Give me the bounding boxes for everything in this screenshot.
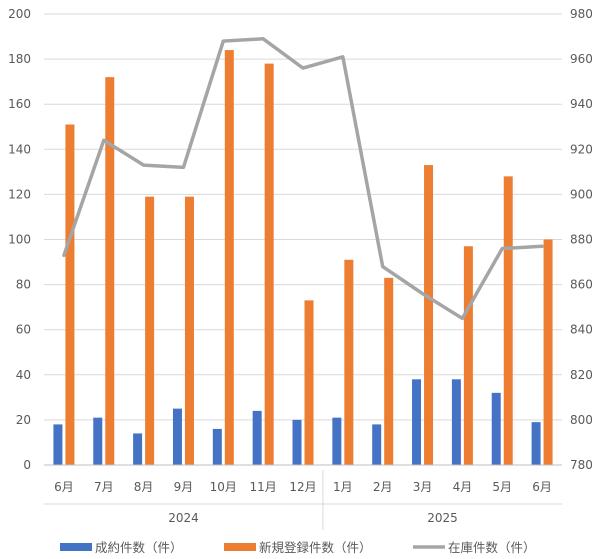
left-axis-tick-label: 140 — [8, 142, 31, 156]
left-axis-tick-label: 180 — [8, 52, 31, 66]
x-axis-tick-label: 6月 — [532, 480, 552, 494]
bar-new-listings-7 — [344, 259, 354, 465]
x-axis-tick-label: 4月 — [453, 480, 473, 494]
left-axis-tick-label: 20 — [16, 413, 31, 427]
point-inventory-5 — [262, 38, 264, 40]
point-inventory-2 — [143, 164, 145, 166]
legend-label-1: 新規登録件数（件） — [259, 540, 372, 555]
bar-series — [53, 50, 553, 466]
bar-new-listings-3 — [184, 196, 194, 465]
bar-new-listings-4 — [224, 50, 234, 466]
point-inventory-1 — [103, 139, 105, 141]
x-axis-tick-label: 11月 — [250, 480, 277, 494]
point-inventory-11 — [501, 248, 503, 250]
legend-swatch-1 — [224, 543, 256, 551]
point-inventory-0 — [63, 254, 65, 256]
x-axis-tick-label: 2月 — [373, 480, 393, 494]
right-axis-tick-label: 800 — [570, 413, 593, 427]
x-axis-tick-label: 12月 — [289, 480, 316, 494]
point-inventory-10 — [461, 317, 463, 319]
legend-label-0: 成約件数（件） — [95, 540, 183, 555]
point-inventory-7 — [342, 56, 344, 58]
x-axis-tick-label: 9月 — [174, 480, 194, 494]
x-axis-tick-label: 10月 — [210, 480, 237, 494]
left-axis-tick-label: 100 — [8, 233, 31, 247]
right-axis-tick-label: 960 — [570, 52, 593, 66]
bar-new-listings-2 — [145, 196, 155, 465]
bar-new-listings-8 — [384, 277, 394, 465]
bar-contracts-5 — [252, 410, 262, 465]
right-axis-tick-label: 900 — [570, 187, 593, 201]
x-axis-tick-label: 3月 — [413, 480, 433, 494]
gridlines — [44, 13, 562, 466]
right-axis-tick-label: 980 — [570, 7, 593, 21]
point-inventory-8 — [382, 266, 384, 268]
point-inventory-3 — [182, 166, 184, 168]
legend-swatch-0 — [60, 543, 92, 551]
x-axis-tick-label: 6月 — [54, 480, 74, 494]
bar-contracts-10 — [451, 379, 461, 465]
bar-new-listings-11 — [503, 176, 513, 466]
x-axis-tick-label: 5月 — [492, 480, 512, 494]
bar-contracts-12 — [531, 422, 541, 465]
point-inventory-6 — [302, 67, 304, 69]
right-axis-tick-label: 940 — [570, 97, 593, 111]
bar-new-listings-0 — [65, 124, 75, 466]
line-series — [62, 37, 544, 321]
bar-new-listings-1 — [105, 77, 115, 465]
bar-contracts-0 — [53, 424, 63, 465]
bar-contracts-1 — [93, 417, 103, 465]
axes: 0 780 20 800 40 820 60 840 80 860 100 880 120 900 140 9… — [8, 7, 593, 530]
bar-contracts-9 — [412, 379, 422, 465]
bar-contracts-8 — [372, 424, 382, 465]
bar-contracts-3 — [172, 408, 182, 465]
bar-contracts-4 — [212, 428, 222, 465]
right-axis-tick-label: 880 — [570, 233, 593, 247]
bar-new-listings-12 — [543, 239, 553, 465]
right-axis-tick-label: 820 — [570, 368, 593, 382]
year-group-label: 2025 — [427, 511, 458, 525]
x-axis-tick-label: 8月 — [134, 480, 154, 494]
right-axis-tick-label: 860 — [570, 278, 593, 292]
point-inventory-12 — [541, 245, 543, 247]
bar-new-listings-9 — [424, 165, 434, 465]
legend-label-2: 在庫件数（件） — [448, 540, 536, 555]
x-axis-tick-label: 1月 — [333, 480, 353, 494]
point-inventory-9 — [422, 293, 424, 295]
left-axis-tick-label: 160 — [8, 97, 31, 111]
bar-contracts-6 — [292, 419, 302, 465]
left-axis-tick-label: 120 — [8, 187, 31, 201]
legend: 成約件数（件） 新規登録件数（件） 在庫件数（件） — [60, 540, 536, 555]
left-axis-tick-label: 80 — [16, 278, 31, 292]
left-axis-tick-label: 40 — [16, 368, 31, 382]
bar-new-listings-6 — [304, 300, 314, 465]
right-axis-tick-label: 920 — [570, 142, 593, 156]
bar-contracts-11 — [491, 392, 501, 465]
left-axis-tick-label: 200 — [8, 7, 31, 21]
point-inventory-4 — [222, 40, 224, 42]
right-axis-tick-label: 780 — [570, 458, 593, 472]
bar-contracts-7 — [332, 417, 342, 465]
x-axis-tick-label: 7月 — [94, 480, 114, 494]
bar-contracts-2 — [133, 433, 143, 465]
left-axis-tick-label: 0 — [23, 458, 31, 472]
right-axis-tick-label: 840 — [570, 323, 593, 337]
bar-new-listings-10 — [463, 246, 473, 465]
bar-new-listings-5 — [264, 63, 274, 466]
year-group-label: 2024 — [168, 511, 199, 525]
left-axis-tick-label: 60 — [16, 323, 31, 337]
